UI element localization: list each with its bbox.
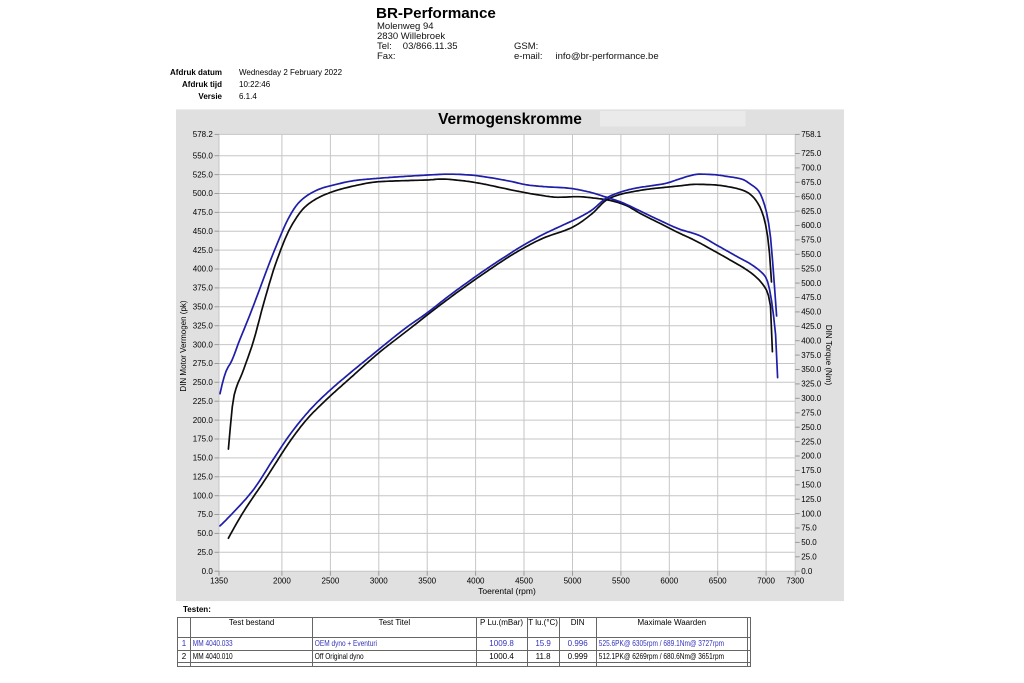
svg-text:525.0: 525.0 <box>801 264 822 273</box>
svg-text:578.2: 578.2 <box>193 130 214 139</box>
svg-text:4500: 4500 <box>515 577 533 586</box>
svg-text:725.0: 725.0 <box>801 149 822 158</box>
svg-text:75.0: 75.0 <box>197 510 213 519</box>
svg-text:300.0: 300.0 <box>193 340 214 349</box>
svg-text:500.0: 500.0 <box>193 189 214 198</box>
svg-text:350.0: 350.0 <box>193 303 214 312</box>
svg-text:1350: 1350 <box>210 577 228 586</box>
svg-text:675.0: 675.0 <box>801 178 822 187</box>
svg-text:4000: 4000 <box>467 577 485 586</box>
svg-text:550.0: 550.0 <box>193 151 214 160</box>
svg-text:25.0: 25.0 <box>801 553 817 562</box>
svg-text:350.0: 350.0 <box>801 365 822 374</box>
svg-text:150.0: 150.0 <box>193 454 214 463</box>
svg-text:225.0: 225.0 <box>193 397 214 406</box>
svg-text:5500: 5500 <box>612 577 630 586</box>
svg-text:75.0: 75.0 <box>801 524 817 533</box>
svg-text:400.0: 400.0 <box>801 336 822 345</box>
svg-text:150.0: 150.0 <box>801 481 822 490</box>
svg-text:700.0: 700.0 <box>801 164 822 173</box>
svg-text:25.0: 25.0 <box>197 548 213 557</box>
svg-text:758.1: 758.1 <box>801 130 822 139</box>
svg-text:6500: 6500 <box>709 577 727 586</box>
svg-text:125.0: 125.0 <box>801 495 822 504</box>
svg-text:100.0: 100.0 <box>801 509 822 518</box>
svg-text:3000: 3000 <box>370 577 388 586</box>
svg-text:125.0: 125.0 <box>193 473 214 482</box>
svg-text:475.0: 475.0 <box>801 293 822 302</box>
svg-text:Toerental (rpm): Toerental (rpm) <box>478 586 536 596</box>
svg-text:2500: 2500 <box>322 577 340 586</box>
svg-text:425.0: 425.0 <box>193 246 214 255</box>
svg-text:200.0: 200.0 <box>193 416 214 425</box>
svg-text:7300: 7300 <box>786 577 804 586</box>
svg-text:225.0: 225.0 <box>801 437 822 446</box>
svg-text:2000: 2000 <box>273 577 291 586</box>
svg-text:375.0: 375.0 <box>801 351 822 360</box>
svg-text:450.0: 450.0 <box>193 227 214 236</box>
svg-text:3500: 3500 <box>418 577 436 586</box>
svg-text:275.0: 275.0 <box>801 409 822 418</box>
svg-text:450.0: 450.0 <box>801 308 822 317</box>
svg-text:400.0: 400.0 <box>193 265 214 274</box>
svg-text:100.0: 100.0 <box>193 491 214 500</box>
svg-text:375.0: 375.0 <box>193 284 214 293</box>
svg-text:325.0: 325.0 <box>801 380 822 389</box>
svg-text:475.0: 475.0 <box>193 208 214 217</box>
svg-text:175.0: 175.0 <box>193 435 214 444</box>
svg-text:600.0: 600.0 <box>801 221 822 230</box>
svg-text:325.0: 325.0 <box>193 321 214 330</box>
svg-text:625.0: 625.0 <box>801 207 822 216</box>
svg-text:50.0: 50.0 <box>801 538 817 547</box>
svg-text:550.0: 550.0 <box>801 250 822 259</box>
svg-text:50.0: 50.0 <box>197 529 213 538</box>
svg-text:DIN Torque (Nm): DIN Torque (Nm) <box>824 325 833 386</box>
svg-text:575.0: 575.0 <box>801 236 822 245</box>
svg-text:5000: 5000 <box>564 577 582 586</box>
svg-text:7000: 7000 <box>757 577 775 586</box>
svg-text:300.0: 300.0 <box>801 394 822 403</box>
svg-text:650.0: 650.0 <box>801 192 822 201</box>
svg-text:0.0: 0.0 <box>801 567 813 576</box>
svg-text:200.0: 200.0 <box>801 452 822 461</box>
svg-text:525.0: 525.0 <box>193 170 214 179</box>
svg-text:250.0: 250.0 <box>801 423 822 432</box>
svg-text:Vermogenskromme: Vermogenskromme <box>438 111 582 128</box>
svg-text:0.0: 0.0 <box>202 567 214 576</box>
svg-text:250.0: 250.0 <box>193 378 214 387</box>
svg-text:500.0: 500.0 <box>801 279 822 288</box>
svg-text:425.0: 425.0 <box>801 322 822 331</box>
svg-text:175.0: 175.0 <box>801 466 822 475</box>
svg-text:6000: 6000 <box>660 577 678 586</box>
svg-text:275.0: 275.0 <box>193 359 214 368</box>
svg-text:DIN Motor Vermogen (pk): DIN Motor Vermogen (pk) <box>179 300 188 391</box>
